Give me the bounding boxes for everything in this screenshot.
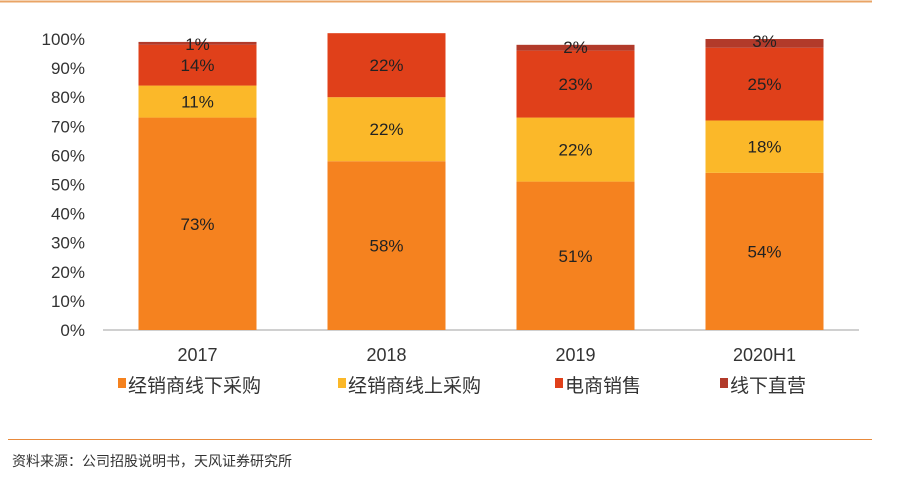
legend-swatch bbox=[555, 378, 563, 388]
bar-segment bbox=[138, 44, 257, 86]
bar-segment bbox=[516, 44, 635, 51]
data-label: 22% bbox=[369, 56, 403, 75]
legend-label: 线下直营 bbox=[730, 375, 806, 397]
bar-segment bbox=[705, 47, 824, 121]
stacked-bar-chart: 0% 10% 20% 30% 40% 50% 60% 70% 80% 90% 100% 73% 11% 1… bbox=[0, 0, 872, 441]
data-label: 14% bbox=[180, 56, 214, 75]
bar-segment bbox=[327, 161, 446, 330]
y-tick-label: 50% bbox=[51, 176, 85, 195]
bar-segment bbox=[516, 181, 635, 330]
y-tick-label: 20% bbox=[51, 263, 85, 282]
y-tick-label: 80% bbox=[51, 88, 85, 107]
y-tick-label: 0% bbox=[60, 321, 85, 340]
y-tick-label: 10% bbox=[51, 292, 85, 311]
x-tick-label: 2019 bbox=[555, 345, 595, 365]
legend-swatch bbox=[338, 378, 346, 388]
y-tick-label: 60% bbox=[51, 146, 85, 165]
bar-segment bbox=[705, 39, 824, 48]
data-label: 22% bbox=[558, 141, 592, 160]
y-tick-label: 90% bbox=[51, 59, 85, 78]
data-label: 51% bbox=[558, 247, 592, 266]
data-label: 22% bbox=[369, 120, 403, 139]
bar-segment bbox=[327, 33, 446, 98]
data-label: 11% bbox=[181, 93, 214, 112]
data-label: 58% bbox=[369, 237, 403, 256]
legend-label: 经销商线上采购 bbox=[348, 375, 481, 397]
bar-segment bbox=[327, 97, 446, 162]
data-label: 73% bbox=[180, 215, 214, 234]
legend-label: 经销商线下采购 bbox=[128, 375, 261, 397]
y-tick-label: 30% bbox=[51, 234, 85, 253]
x-tick-label: 2017 bbox=[177, 345, 217, 365]
legend-label: 电商销售 bbox=[565, 375, 641, 397]
bar-segment bbox=[516, 117, 635, 182]
data-label: 54% bbox=[747, 242, 781, 261]
data-label: 18% bbox=[747, 138, 781, 157]
x-tick-label: 2020H1 bbox=[733, 345, 796, 365]
data-label: 3% bbox=[752, 32, 777, 51]
source-note: 资料来源：公司招股说明书，天风证券研究所 bbox=[12, 454, 292, 470]
bar-segment bbox=[138, 41, 257, 45]
bar-segment bbox=[705, 172, 824, 330]
data-label: 2% bbox=[563, 38, 588, 57]
y-tick-label: 100% bbox=[42, 30, 85, 49]
legend-swatch bbox=[118, 378, 126, 388]
bar-segment bbox=[705, 120, 824, 173]
data-label: 1% bbox=[185, 35, 210, 54]
y-tick-label: 40% bbox=[51, 205, 85, 224]
x-tick-label: 2018 bbox=[366, 345, 406, 365]
legend-swatch bbox=[720, 378, 728, 388]
bar-segment bbox=[516, 50, 635, 118]
data-label: 25% bbox=[747, 75, 781, 94]
y-tick-label: 70% bbox=[51, 117, 85, 136]
data-label: 23% bbox=[558, 75, 592, 94]
bar-segment bbox=[138, 117, 257, 330]
bar-segment bbox=[138, 85, 257, 118]
